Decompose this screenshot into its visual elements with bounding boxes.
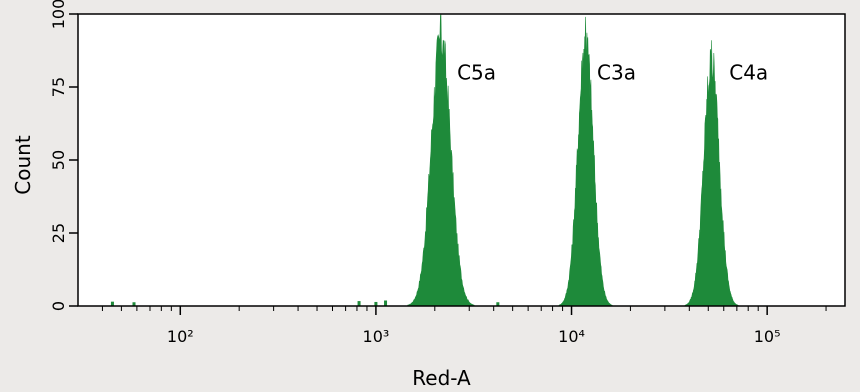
x-tick-label: 10³ xyxy=(363,327,390,346)
x-tick-label: 10² xyxy=(167,327,194,346)
histogram-peak-2 xyxy=(558,16,613,307)
y-tick-label: 0 xyxy=(49,301,68,311)
x-tick-label: 10⁴ xyxy=(558,327,585,346)
peak-label-c3a: C3a xyxy=(597,60,636,84)
peak-label-c5a: C5a xyxy=(457,60,496,84)
y-tick-label: 75 xyxy=(49,77,68,97)
x-tick-label: 10⁵ xyxy=(754,327,781,346)
plot-area xyxy=(78,14,845,306)
y-tick-label: 100 xyxy=(49,0,68,29)
histogram-peak-3 xyxy=(684,40,739,307)
y-axis-title: Count xyxy=(11,135,35,195)
peak-label-c4a: C4a xyxy=(729,60,768,84)
x-axis-title: Red-A xyxy=(412,366,471,390)
histogram-peak-1 xyxy=(407,13,475,307)
y-tick-label: 50 xyxy=(49,150,68,170)
y-tick-label: 25 xyxy=(49,223,68,243)
